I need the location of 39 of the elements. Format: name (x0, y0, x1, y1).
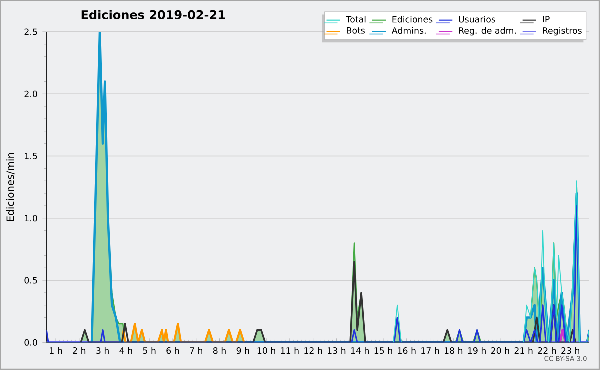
y-tick-label: 0.0 (24, 339, 38, 346)
x-tick-label: 8 h (213, 347, 226, 354)
x-tick-label: 2 h (73, 347, 86, 354)
x-tick-label: 21 h (514, 347, 533, 354)
x-tick-label: 3 h (96, 347, 109, 354)
x-tick-label: 7 h (190, 347, 202, 354)
x-tick-label: 13 h (328, 347, 346, 354)
x-tick-label: 20 h (491, 347, 510, 354)
x-tick-label: 15 h (374, 347, 392, 354)
y-tick-label: 1.5 (25, 153, 38, 160)
x-tick-label: 14 h (351, 347, 369, 354)
x-tick-label: 4 h (120, 347, 132, 354)
x-tick-label: 5 h (143, 347, 156, 354)
legend-label: Total (346, 16, 366, 23)
legend-label: Reg. de adm. (459, 27, 516, 36)
x-tick-label: 23 h (562, 347, 580, 354)
legend-label: Usuarios (459, 16, 496, 23)
x-tick-label: 16 h (398, 347, 416, 354)
x-tick-label: 11 h (281, 347, 299, 354)
legend-label: Ediciones (392, 16, 433, 23)
x-tick-label: 9 h (236, 347, 250, 354)
y-tick-label: 2.5 (24, 28, 38, 36)
x-tick-label: 10 h (258, 347, 276, 354)
chart-title: Ediciones 2019-02-21 (82, 10, 226, 20)
x-tick-label: 6 h (166, 347, 180, 354)
y-tick-label: 0.5 (24, 277, 38, 284)
legend-label: Admins. (392, 27, 426, 34)
x-tick-label: 19 h (468, 347, 486, 354)
x-tick-label: 18 h (444, 347, 463, 354)
x-tick-label: 12 h (304, 347, 322, 354)
legend-label: Bots (347, 27, 365, 34)
y-tick-label: 1.0 (25, 215, 38, 222)
legend-label: IP (543, 16, 550, 23)
y-axis-title: Ediciones/min (6, 153, 16, 222)
y-tick-label: 2.0 (24, 90, 38, 98)
legend-label: Registros (543, 27, 582, 36)
x-tick-label: 1 h (50, 347, 62, 354)
x-tick-label: 22 h (538, 347, 556, 354)
x-tick-label: 17 h (422, 347, 440, 354)
